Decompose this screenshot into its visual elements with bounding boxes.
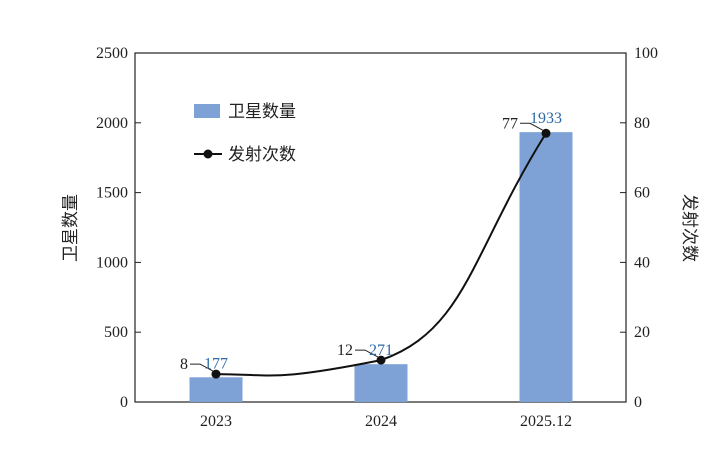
x-tick-label: 2025.12 bbox=[520, 413, 572, 430]
legend-line-marker bbox=[203, 149, 213, 159]
line-point bbox=[541, 128, 551, 138]
tick-labels: 0 500 1000 1500 2000 2500 0 20 40 60 80 100 2023 2024… bbox=[96, 45, 658, 430]
legend: 卫星数量 发射次数 bbox=[194, 102, 296, 165]
line-leader bbox=[355, 349, 379, 358]
line-leader bbox=[190, 363, 214, 372]
y2-tick-label: 60 bbox=[634, 185, 650, 202]
x-tick-label: 2023 bbox=[200, 413, 232, 430]
line-path bbox=[215, 132, 547, 377]
y2-axis-title: 发射次数 bbox=[679, 194, 699, 262]
line-point bbox=[211, 369, 221, 379]
line-point bbox=[376, 355, 386, 365]
line-value-label: 8 bbox=[180, 356, 188, 373]
line-value-label: 12 bbox=[337, 342, 353, 359]
y-tick-label: 1000 bbox=[96, 254, 128, 271]
y-tick-label: 2000 bbox=[96, 115, 128, 132]
y2-tick-label: 100 bbox=[634, 45, 658, 62]
y-tick-label: 0 bbox=[120, 394, 128, 411]
y-tick-label: 1500 bbox=[96, 185, 128, 202]
y-tick-label: 2500 bbox=[96, 45, 128, 62]
bar-value-label: 1933 bbox=[530, 110, 562, 127]
y2-tick-label: 20 bbox=[634, 324, 650, 341]
bars bbox=[189, 132, 573, 402]
line-value-label: 77 bbox=[502, 115, 518, 132]
data-labels: 177 271 1933 8 12 77 bbox=[180, 110, 562, 373]
legend-line-label: 发射次数 bbox=[228, 145, 296, 165]
legend-bar-label: 卫星数量 bbox=[228, 102, 296, 122]
y2-tick-label: 80 bbox=[634, 115, 650, 132]
y2-tick-label: 40 bbox=[634, 254, 650, 271]
bar bbox=[354, 364, 408, 402]
bar-value-label: 271 bbox=[369, 342, 393, 359]
y-tick-label: 500 bbox=[104, 324, 128, 341]
y2-tick-label: 0 bbox=[634, 394, 642, 411]
legend-bar-swatch bbox=[194, 104, 220, 118]
line-leader bbox=[520, 122, 544, 131]
x-tick-label: 2024 bbox=[365, 413, 397, 430]
y-axis-title: 卫星数量 bbox=[61, 194, 81, 262]
bar bbox=[519, 132, 573, 402]
bar-value-label: 177 bbox=[204, 355, 228, 372]
line-series bbox=[190, 122, 551, 379]
bar bbox=[189, 377, 243, 402]
